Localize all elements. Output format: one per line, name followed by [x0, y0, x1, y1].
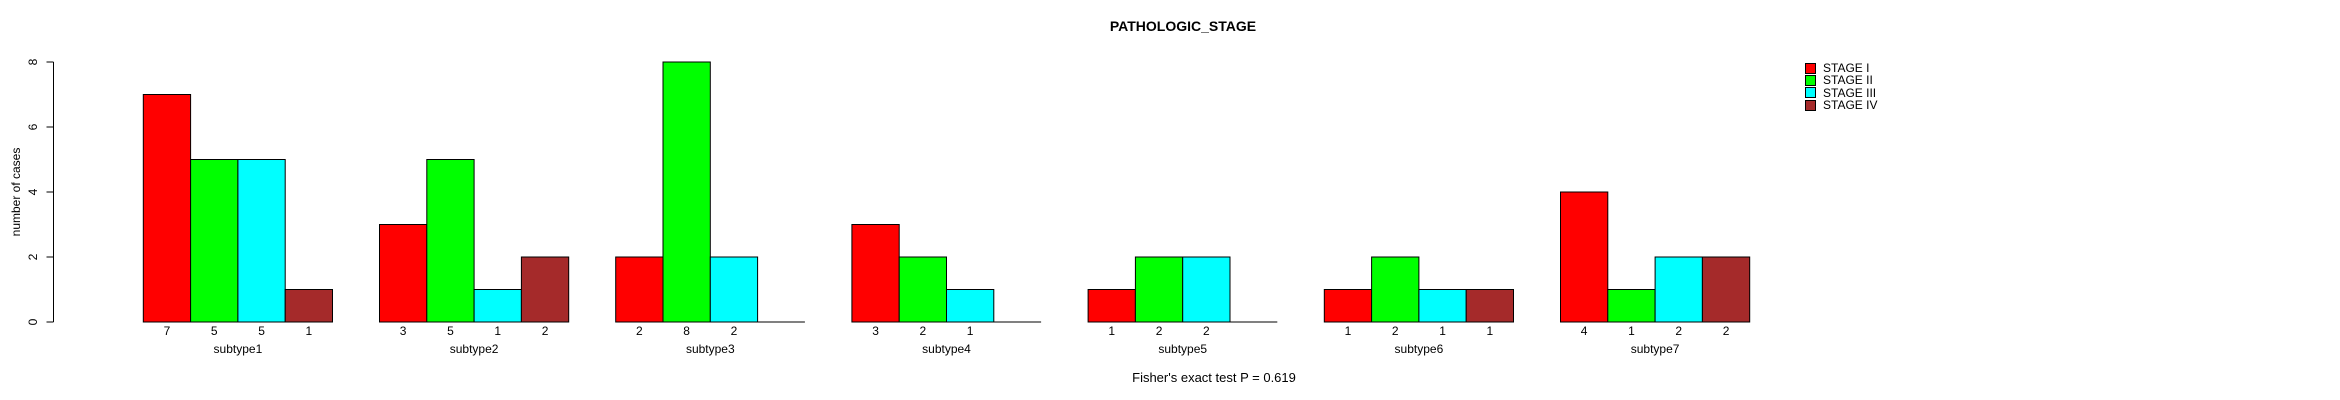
- legend-swatch: [1805, 74, 1816, 86]
- bar: [662, 61, 711, 323]
- category-label: subtype7: [1631, 342, 1680, 356]
- y-tick-label: 2: [26, 253, 40, 260]
- legend-swatch: [1805, 99, 1816, 111]
- bar-value-label: 7: [164, 324, 171, 338]
- legend-item: STAGE I: [1805, 62, 1877, 74]
- legend-item: STAGE III: [1805, 87, 1877, 99]
- bar-value-label: 2: [920, 324, 927, 338]
- legend-label: STAGE IV: [1823, 98, 1878, 113]
- bar: [1654, 256, 1703, 323]
- y-tick-label: 6: [26, 123, 40, 130]
- bar: [142, 94, 192, 323]
- bar: [284, 289, 334, 323]
- bar-value-label: 1: [1108, 324, 1115, 338]
- bar: [1607, 289, 1656, 323]
- bar: [1182, 256, 1231, 323]
- bar-value-label: 5: [258, 324, 265, 338]
- bar-value-label: 5: [211, 324, 218, 338]
- bar: [1371, 256, 1420, 323]
- bar: [898, 256, 948, 323]
- fisher-test-note: Fisher's exact test P = 0.619: [1132, 370, 1296, 385]
- bar: [1418, 289, 1467, 323]
- category-label: subtype6: [1395, 342, 1444, 356]
- category-label: subtype5: [1158, 342, 1207, 356]
- bar-value-label: 2: [636, 324, 643, 338]
- bar: [615, 256, 664, 323]
- bar: [709, 256, 759, 323]
- y-tick-label: 8: [26, 58, 40, 65]
- bar: [946, 289, 995, 323]
- y-axis-title: number of cases: [9, 147, 23, 237]
- bar-value-label: 1: [1439, 324, 1446, 338]
- legend: STAGE I STAGE II STAGE III STAGE IV: [1805, 62, 1877, 111]
- chart-title: PATHOLOGIC_STAGE: [1109, 18, 1257, 34]
- y-tick-label: 4: [26, 188, 40, 195]
- bar-value-label: 2: [731, 324, 738, 338]
- legend-item: STAGE II: [1805, 74, 1877, 86]
- category-label: subtype1: [214, 342, 263, 356]
- bar-value-label: 1: [1487, 324, 1494, 338]
- bar: [379, 224, 428, 323]
- bar-value-label: 8: [683, 324, 690, 338]
- bar: [473, 289, 522, 323]
- bar: [851, 224, 900, 323]
- bar: [1323, 289, 1373, 323]
- bar-value-label: 1: [1628, 324, 1635, 338]
- legend-label: STAGE III: [1823, 85, 1877, 100]
- y-tick-label: 0: [26, 318, 40, 325]
- bar-value-label: 1: [494, 324, 501, 338]
- category-label: subtype2: [450, 342, 499, 356]
- legend-label: STAGE I: [1823, 61, 1870, 76]
- legend-swatch: [1805, 87, 1816, 99]
- bar-value-label: 2: [1723, 324, 1730, 338]
- bar-value-label: 2: [1156, 324, 1163, 338]
- bar: [1701, 256, 1751, 323]
- bar-value-label: 4: [1581, 324, 1588, 338]
- bar-value-label: 2: [1203, 324, 1210, 338]
- category-label: subtype4: [922, 342, 971, 356]
- bar: [237, 159, 286, 323]
- category-label: subtype3: [686, 342, 735, 356]
- bar-value-label: 1: [306, 324, 313, 338]
- bar: [190, 159, 239, 323]
- bar: [426, 159, 475, 323]
- legend-item: STAGE IV: [1805, 99, 1877, 111]
- bar-value-label: 5: [447, 324, 454, 338]
- bar-value-label: 2: [1392, 324, 1399, 338]
- bar-value-label: 3: [400, 324, 407, 338]
- bar: [1087, 289, 1136, 323]
- legend-swatch: [1805, 62, 1816, 74]
- bar: [520, 256, 570, 323]
- bar: [1134, 256, 1184, 323]
- bar-value-label: 2: [542, 324, 549, 338]
- bar-value-label: 1: [967, 324, 974, 338]
- legend-label: STAGE II: [1823, 73, 1873, 88]
- bar-value-label: 2: [1675, 324, 1682, 338]
- bar-value-label: 1: [1345, 324, 1352, 338]
- bar: [1560, 191, 1609, 323]
- bar: [1465, 289, 1514, 323]
- bar-value-label: 3: [872, 324, 879, 338]
